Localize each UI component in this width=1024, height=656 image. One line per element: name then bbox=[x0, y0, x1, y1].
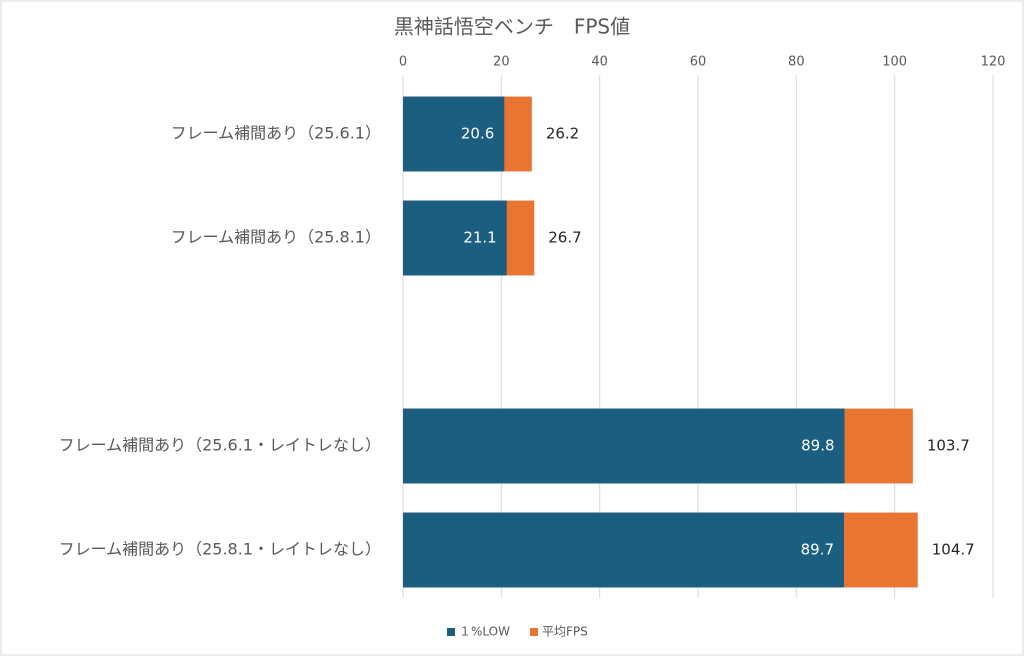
y-tick-label: フレーム補間あり（25.8.1） bbox=[171, 228, 381, 247]
data-label: 26.7 bbox=[548, 229, 581, 247]
x-tick-label: 0 bbox=[399, 55, 407, 70]
x-tick-label: 100 bbox=[882, 55, 907, 70]
legend-label: １%LOW bbox=[459, 625, 510, 639]
data-label: 89.7 bbox=[801, 541, 834, 559]
x-tick-label: 80 bbox=[788, 55, 805, 70]
bar bbox=[403, 408, 845, 484]
x-tick-label: 40 bbox=[591, 55, 608, 70]
data-label: 103.7 bbox=[927, 437, 970, 455]
y-tick-label: フレーム補間あり（25.6.1・レイトレなし） bbox=[59, 436, 381, 455]
y-tick-label: フレーム補間あり（25.8.1・レイトレなし） bbox=[59, 540, 381, 559]
legend-label: 平均FPS bbox=[542, 625, 588, 639]
legend-swatch bbox=[529, 628, 538, 636]
x-tick-label: 20 bbox=[493, 55, 510, 70]
data-label: 104.7 bbox=[932, 541, 975, 559]
bar bbox=[403, 96, 505, 172]
data-label: 89.8 bbox=[801, 437, 834, 455]
data-label: 21.1 bbox=[463, 229, 496, 247]
data-label: 26.2 bbox=[546, 125, 579, 143]
x-tick-label: 60 bbox=[690, 55, 707, 70]
data-label: 20.6 bbox=[461, 125, 494, 143]
x-tick-label: 120 bbox=[981, 55, 1006, 70]
bar bbox=[403, 512, 845, 588]
bar bbox=[403, 200, 507, 276]
legend-swatch bbox=[447, 628, 455, 636]
y-tick-label: フレーム補間あり（25.6.1） bbox=[171, 124, 381, 143]
chart-title: 黒神話悟空ベンチ FPS値 bbox=[394, 15, 630, 39]
